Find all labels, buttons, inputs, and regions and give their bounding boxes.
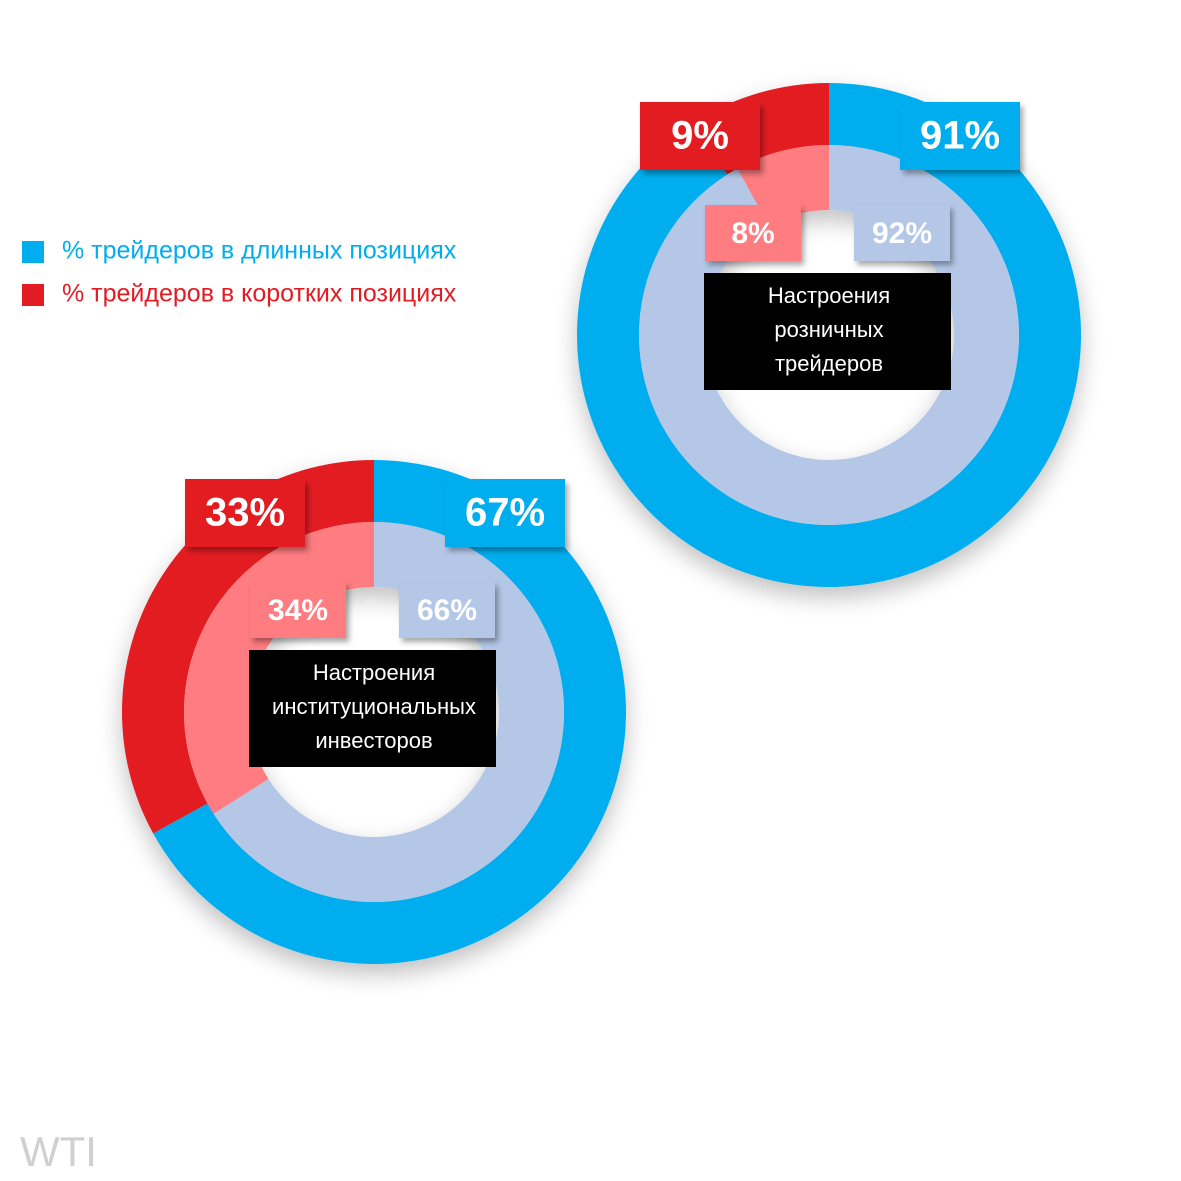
value-label-box [185,479,305,547]
center-label: инвесторов [315,728,432,753]
value-label: 33% [205,491,285,535]
value-label: 91% [920,114,1000,158]
center-label: розничных [774,317,883,342]
value-label-box [399,582,495,638]
value-label-box [705,205,801,261]
value-label: 9% [671,114,729,158]
center-label-box [249,650,496,767]
value-label-box [900,102,1020,170]
legend-label: % трейдеров в длинных позициях [62,237,457,265]
center-label: трейдеров [775,351,883,376]
value-label: 34% [268,594,328,627]
value-label-box [854,205,950,261]
value-label-box [250,582,346,638]
legend-swatch [22,241,44,263]
center-label: Настроения [768,283,890,308]
watermark: WTI [20,1128,97,1175]
donut-segment [121,460,374,834]
value-label: 8% [731,217,774,250]
value-label: 66% [417,594,477,627]
center-label: институциональных [272,694,476,719]
legend-swatch [22,284,44,306]
center-label-box [704,273,951,390]
value-label-box [640,102,760,170]
value-label: 92% [872,217,932,250]
legend-label: % трейдеров в коротких позициях [62,280,457,308]
value-label-box [445,479,565,547]
value-label: 67% [465,491,545,535]
center-label: Настроения [313,660,435,685]
